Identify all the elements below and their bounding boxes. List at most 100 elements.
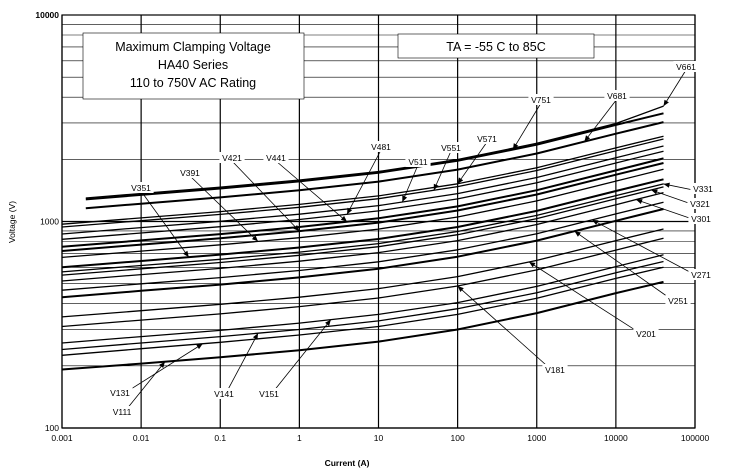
label-bg-v441 bbox=[263, 152, 289, 163]
label-bg-v661 bbox=[673, 61, 699, 72]
label-bg-v251 bbox=[665, 295, 691, 306]
label-arrowhead-v441 bbox=[340, 215, 348, 222]
label-leader-v391 bbox=[189, 175, 259, 242]
tick-layer: 0.001 0.01 0.1 1 10 100 1000 10000 100000 100 1000… bbox=[35, 10, 709, 443]
label-leader-v151 bbox=[268, 319, 332, 398]
curve-label-v131: V131 bbox=[110, 388, 130, 398]
x-tick-label: 100 bbox=[451, 433, 465, 443]
series-line-v551 bbox=[61, 138, 664, 228]
curve-label-v201: V201 bbox=[636, 329, 656, 339]
curve-label-v511: V511 bbox=[408, 157, 427, 167]
label-arrowhead-v351 bbox=[183, 250, 189, 258]
series-line-v681 bbox=[85, 121, 664, 210]
label-bg-v181 bbox=[542, 364, 568, 375]
label-bg-v421 bbox=[219, 152, 245, 163]
curve-label-v301: V301 bbox=[691, 214, 711, 224]
curve-label-v391: V391 bbox=[180, 168, 200, 178]
label-bg-v271 bbox=[688, 269, 714, 280]
series-line-v141 bbox=[61, 260, 664, 351]
label-arrowhead-v301 bbox=[636, 199, 643, 204]
label-bg-v131 bbox=[107, 387, 133, 398]
curve-label-v661: V661 bbox=[676, 62, 696, 72]
series-line-v391 bbox=[61, 168, 664, 259]
label-arrowhead-v551 bbox=[433, 183, 439, 191]
label-leader-v131 bbox=[119, 343, 203, 397]
x-tick-label: 1000 bbox=[527, 433, 546, 443]
y-tick-label: 100 bbox=[45, 423, 59, 433]
curve-label-v321: V321 bbox=[690, 199, 710, 209]
series-line-v111 bbox=[61, 280, 664, 371]
label-bg-v751 bbox=[528, 94, 554, 105]
series-line-v201 bbox=[61, 228, 664, 318]
y-axis-label: Voltage (V) bbox=[7, 201, 17, 243]
curve-label-v271: V271 bbox=[691, 270, 711, 280]
y-tick-label: 10000 bbox=[35, 10, 59, 20]
label-bg-v481 bbox=[368, 141, 394, 152]
label-bg-v301 bbox=[688, 213, 714, 224]
series-line-v511 bbox=[61, 145, 664, 235]
label-arrowhead-v571 bbox=[457, 177, 464, 184]
label-leader-v271 bbox=[591, 219, 702, 279]
box-layer: Maximum Clamping Voltage HA40 Series 110… bbox=[82, 32, 595, 100]
series-line-v351 bbox=[61, 178, 664, 269]
label-leader-v181 bbox=[457, 285, 556, 374]
x-tick-label: 0.01 bbox=[133, 433, 150, 443]
curve-label-v251: V251 bbox=[668, 296, 688, 306]
label-leader-v441 bbox=[275, 160, 348, 223]
series-line-v331 bbox=[61, 183, 664, 273]
curve-label-v571: V571 bbox=[477, 134, 497, 144]
annotation-line-2: HA40 Series bbox=[158, 58, 228, 72]
label-bg-v681 bbox=[604, 90, 630, 101]
label-arrowhead-v661 bbox=[663, 99, 669, 107]
curve-label-v141: V141 bbox=[214, 389, 234, 399]
x-axis-label: Current (A) bbox=[325, 458, 370, 468]
label-leader-v481 bbox=[346, 149, 382, 215]
label-leader-v681 bbox=[584, 98, 618, 142]
curve-label-v331: V331 bbox=[693, 184, 713, 194]
label-bg-v351 bbox=[128, 182, 154, 193]
series-line-v481 bbox=[61, 150, 664, 240]
label-arrowhead-v751 bbox=[512, 143, 519, 150]
series-line-v571 bbox=[61, 135, 664, 225]
label-leader-v661 bbox=[663, 69, 687, 107]
series-line-v421 bbox=[61, 162, 664, 252]
label-arrowhead-v331 bbox=[663, 182, 670, 188]
label-bg-v141 bbox=[211, 388, 237, 399]
label-arrowhead-v481 bbox=[347, 207, 353, 215]
curve-label-v481: V481 bbox=[371, 142, 391, 152]
label-leader-v421 bbox=[231, 160, 300, 232]
label-arrowhead-v271 bbox=[592, 219, 599, 225]
annotation-box bbox=[82, 32, 305, 100]
annotation-line-1: Maximum Clamping Voltage bbox=[115, 40, 271, 54]
series-line-v151 bbox=[61, 254, 664, 344]
label-arrowhead-v181 bbox=[457, 286, 464, 292]
label-arrowhead-v391 bbox=[251, 235, 259, 242]
curve-label-v151: V151 bbox=[259, 389, 279, 399]
curve-label-v551: V551 bbox=[441, 143, 461, 153]
series-line-v441 bbox=[61, 157, 664, 248]
label-bg-v511 bbox=[405, 156, 431, 167]
grid-layer bbox=[61, 15, 696, 429]
y-tick-label: 1000 bbox=[40, 217, 59, 227]
label-layer: V111 V131 V141 V151 V181 V201 V251 V271 V301 V321… bbox=[107, 61, 716, 417]
series-line-v751 bbox=[85, 112, 664, 201]
label-arrowhead-v201 bbox=[529, 261, 536, 268]
series-layer bbox=[61, 105, 664, 371]
series-line-v271 bbox=[61, 201, 664, 291]
label-leader-v571 bbox=[457, 141, 488, 185]
label-leader-v551 bbox=[433, 150, 452, 191]
label-leader-v201 bbox=[528, 261, 647, 338]
label-leader-v511 bbox=[401, 164, 419, 203]
curve-label-v181: V181 bbox=[545, 365, 565, 375]
label-bg-v331 bbox=[690, 183, 716, 194]
condition-box bbox=[397, 33, 595, 59]
x-tick-label: 0.1 bbox=[214, 433, 226, 443]
x-tick-label: 100000 bbox=[681, 433, 710, 443]
label-bg-v391 bbox=[177, 167, 203, 178]
label-arrowhead-v511 bbox=[402, 195, 408, 202]
curve-label-v421: V421 bbox=[222, 153, 242, 163]
label-arrowhead-v681 bbox=[584, 135, 591, 142]
label-arrowhead-v111 bbox=[159, 361, 165, 368]
